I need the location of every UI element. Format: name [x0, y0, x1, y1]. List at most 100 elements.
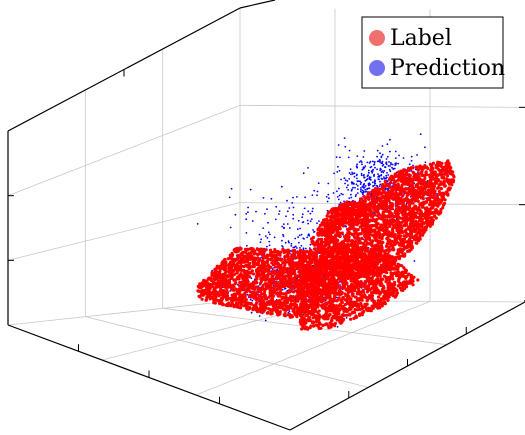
prediction-point: [419, 133, 422, 136]
label-point: [246, 280, 250, 284]
prediction-point: [378, 176, 381, 178]
prediction-point: [395, 162, 398, 165]
label-point: [249, 302, 253, 306]
label-point: [308, 326, 312, 330]
label-point: [245, 305, 249, 309]
prediction-point: [363, 176, 365, 179]
label-point: [214, 292, 218, 296]
prediction-point: [298, 241, 300, 244]
label-point: [371, 306, 375, 310]
label-point: [221, 303, 225, 307]
prediction-point: [327, 182, 330, 185]
prediction-point: [371, 170, 374, 173]
label-point: [393, 283, 397, 287]
label-point: [318, 288, 322, 292]
label-point: [301, 262, 305, 266]
label-point: [258, 302, 262, 306]
label-point: [354, 314, 358, 318]
prediction-point: [350, 189, 353, 192]
label-point: [234, 267, 238, 271]
label-point: [309, 270, 313, 274]
prediction-point: [378, 185, 381, 188]
label-point: [296, 299, 300, 303]
prediction-point: [363, 166, 366, 169]
prediction-point: [335, 296, 338, 299]
label-point: [288, 312, 292, 317]
label-point: [323, 268, 327, 272]
prediction-point: [339, 201, 342, 204]
label-point: [359, 292, 363, 296]
label-point: [353, 310, 357, 315]
prediction-point: [368, 177, 371, 180]
label-point: [360, 313, 364, 317]
label-point: [252, 307, 256, 311]
prediction-point: [374, 182, 377, 185]
label-point: [292, 252, 297, 256]
label-point: [271, 259, 275, 263]
label-point: [308, 255, 312, 259]
label-point: [414, 165, 418, 169]
label-point: [328, 312, 332, 317]
prediction-point: [317, 182, 320, 185]
label-point: [301, 272, 305, 277]
label-point: [274, 265, 278, 269]
prediction-point: [245, 244, 248, 247]
label-point: [335, 318, 339, 322]
label-point: [311, 254, 315, 258]
label-point: [379, 290, 383, 294]
label-point: [266, 257, 271, 261]
prediction-point: [234, 213, 237, 216]
prediction-point: [266, 237, 269, 239]
prediction-point: [336, 196, 339, 198]
prediction-point: [356, 185, 359, 187]
label-point: [216, 281, 220, 285]
label-point: [267, 280, 271, 284]
label-point: [327, 281, 331, 285]
prediction-point: [378, 158, 381, 161]
label-point: [230, 276, 234, 280]
label-point: [265, 303, 269, 307]
prediction-point: [292, 196, 294, 199]
label-point: [231, 263, 235, 268]
label-point: [343, 307, 347, 311]
label-point: [331, 274, 335, 278]
prediction-point: [436, 193, 438, 195]
label-point: [320, 265, 324, 269]
prediction-point: [351, 171, 353, 174]
label-point: [393, 271, 397, 275]
label-point: [283, 303, 287, 307]
label-point: [242, 300, 246, 304]
label-point: [213, 301, 217, 305]
prediction-point: [374, 179, 376, 182]
label-point: [310, 298, 314, 302]
label-point: [235, 305, 239, 309]
prediction-point: [351, 173, 354, 175]
prediction-point: [356, 188, 359, 191]
label-point: [376, 301, 380, 306]
label-point: [316, 310, 320, 315]
prediction-point: [379, 152, 381, 155]
label-point: [259, 277, 263, 281]
prediction-point: [316, 190, 319, 193]
label-point: [222, 290, 226, 294]
prediction-point: [360, 188, 362, 191]
label-point: [197, 294, 201, 298]
label-point: [396, 270, 401, 274]
prediction-point: [211, 269, 214, 272]
label-point: [242, 304, 246, 308]
prediction-point: [363, 174, 365, 176]
label-point: [292, 296, 296, 300]
label-point: [246, 272, 250, 276]
label-point: [289, 289, 293, 293]
label-point: [225, 288, 229, 292]
label-point: [227, 301, 231, 305]
label-point: [231, 296, 235, 300]
label-point: [262, 287, 266, 291]
prediction-point: [381, 170, 384, 173]
label-point: [323, 322, 328, 327]
label-point: [405, 275, 409, 279]
label-point: [275, 271, 280, 275]
prediction-point: [264, 319, 267, 322]
label-point: [214, 267, 218, 271]
label-point: [233, 259, 237, 263]
